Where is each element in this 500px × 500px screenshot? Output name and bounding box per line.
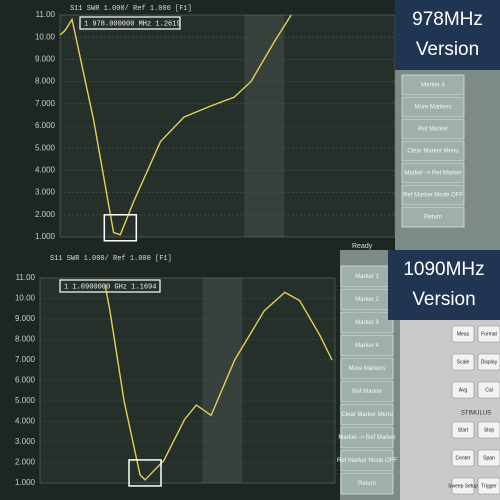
y-tick-label: 2.000: [35, 210, 56, 219]
key[interactable]: [451, 325, 475, 343]
y-tick-label: 10.00: [15, 294, 36, 303]
trace: [59, 14, 292, 236]
key[interactable]: [477, 353, 500, 371]
key-label: Scale: [457, 359, 470, 365]
key-label: Meas: [457, 331, 470, 337]
menu-button[interactable]: [401, 118, 465, 140]
y-tick-label: 1.000: [35, 232, 56, 241]
badge: [388, 250, 500, 320]
y-tick-label: 6.000: [15, 376, 36, 385]
marker-highlight: [128, 459, 162, 487]
key[interactable]: [451, 477, 475, 495]
key-label: Avg: [459, 387, 468, 393]
y-tick-label: 11.00: [36, 10, 56, 19]
y-tick-label: 4.000: [35, 166, 56, 175]
y-tick-label: 3.000: [35, 188, 56, 197]
key[interactable]: [477, 381, 500, 399]
y-tick-label: 1.000: [15, 478, 36, 487]
menu-label: Return: [358, 481, 376, 487]
y-tick-label: 3.000: [15, 437, 36, 446]
menu-button[interactable]: [401, 74, 465, 96]
menu-label: Marker 4: [355, 343, 379, 349]
badge-text: Version: [412, 289, 475, 310]
badge-text: 978MHz: [412, 9, 483, 30]
key[interactable]: [451, 353, 475, 371]
menu-label: Marker -> Ref Marker: [338, 435, 395, 441]
key-label: Format: [481, 331, 497, 337]
menu-label: Marker 2: [355, 297, 379, 303]
y-tick-label: 7.000: [35, 99, 56, 108]
key-label: Display: [481, 359, 498, 365]
menu-button[interactable]: [340, 426, 394, 449]
badge: [395, 0, 500, 70]
menu-label: Marker 1: [355, 274, 379, 280]
trace: [104, 284, 333, 481]
y-tick-label: 4.000: [15, 417, 36, 426]
badge-text: 1090MHz: [403, 259, 484, 280]
menu-label: Ref Marker: [418, 127, 448, 133]
y-tick-label: 11.00: [16, 273, 36, 282]
menu-label: Return: [424, 215, 442, 221]
chart-title: S11 SWR 1.000/ Ref 1.000 [F1]: [70, 5, 192, 13]
status: Ready: [352, 243, 373, 250]
key-label: Center: [455, 455, 470, 461]
key[interactable]: [477, 421, 500, 439]
readout-box: [79, 16, 181, 30]
y-tick-label: 5.000: [15, 396, 36, 405]
key-label: Stop: [484, 427, 495, 433]
menu-label: Ref Marker Mode OFF: [403, 193, 463, 199]
key-label: Start: [458, 427, 469, 433]
menu-label: More Markers: [414, 105, 451, 111]
badge-text: Version: [416, 39, 479, 60]
menu-button[interactable]: [401, 140, 465, 162]
y-tick-label: 9.000: [35, 55, 56, 64]
plot-area: [59, 14, 396, 238]
chart-title: S11 SWR 1.000/ Ref 1.000 [F1]: [50, 255, 172, 263]
y-tick-label: 2.000: [15, 458, 36, 467]
menu-button[interactable]: [340, 311, 394, 334]
key-label: Trigger: [481, 483, 497, 489]
menu-label: More Markers: [348, 366, 385, 372]
menu-label: Clear Marker Menu: [407, 149, 458, 155]
menu-button[interactable]: [401, 206, 465, 228]
y-tick-label: 5.000: [35, 143, 56, 152]
marker-highlight: [103, 214, 138, 242]
menu-label: Ref Marker Mode OFF: [337, 458, 397, 464]
y-tick-label: 7.000: [15, 355, 36, 364]
menu-button[interactable]: [340, 357, 394, 380]
readout-box: [59, 279, 161, 293]
marker-readout: 1 1.0900000 GHz 1.1694: [64, 283, 156, 291]
key-label: Sweep Setup: [448, 483, 478, 489]
key-label: Cal: [485, 387, 493, 393]
key[interactable]: [451, 381, 475, 399]
y-tick-label: 8.000: [35, 77, 56, 86]
y-tick-label: 10.00: [35, 32, 56, 41]
y-tick-label: 8.000: [15, 335, 36, 344]
menu-button[interactable]: [340, 472, 394, 495]
key[interactable]: [451, 449, 475, 467]
menu-button[interactable]: [340, 449, 394, 472]
menu-label: Ref Marker: [352, 389, 382, 395]
menu-label: Clear Marker Menu: [341, 412, 392, 418]
key[interactable]: [451, 421, 475, 439]
key[interactable]: [477, 477, 500, 495]
menu-button[interactable]: [401, 96, 465, 118]
key[interactable]: [477, 449, 500, 467]
key-label: Span: [483, 455, 495, 461]
y-tick-label: 6.000: [35, 121, 56, 130]
menu-label: Marker 3: [355, 320, 379, 326]
marker-readout: 1 978.000000 MHz 1.2619: [84, 20, 181, 28]
menu-label: Marker 4: [421, 83, 445, 89]
key[interactable]: [477, 325, 500, 343]
menu-label: Marker -> Ref Marker: [404, 171, 461, 177]
menu-button[interactable]: [401, 184, 465, 206]
y-tick-label: 9.000: [15, 314, 36, 323]
keypad-panel: [400, 318, 500, 500]
key-group-label: STIMULUS: [461, 411, 491, 417]
menu-button[interactable]: [340, 334, 394, 357]
menu-button[interactable]: [340, 380, 394, 403]
menu-button[interactable]: [340, 403, 394, 426]
menu-button[interactable]: [401, 162, 465, 184]
